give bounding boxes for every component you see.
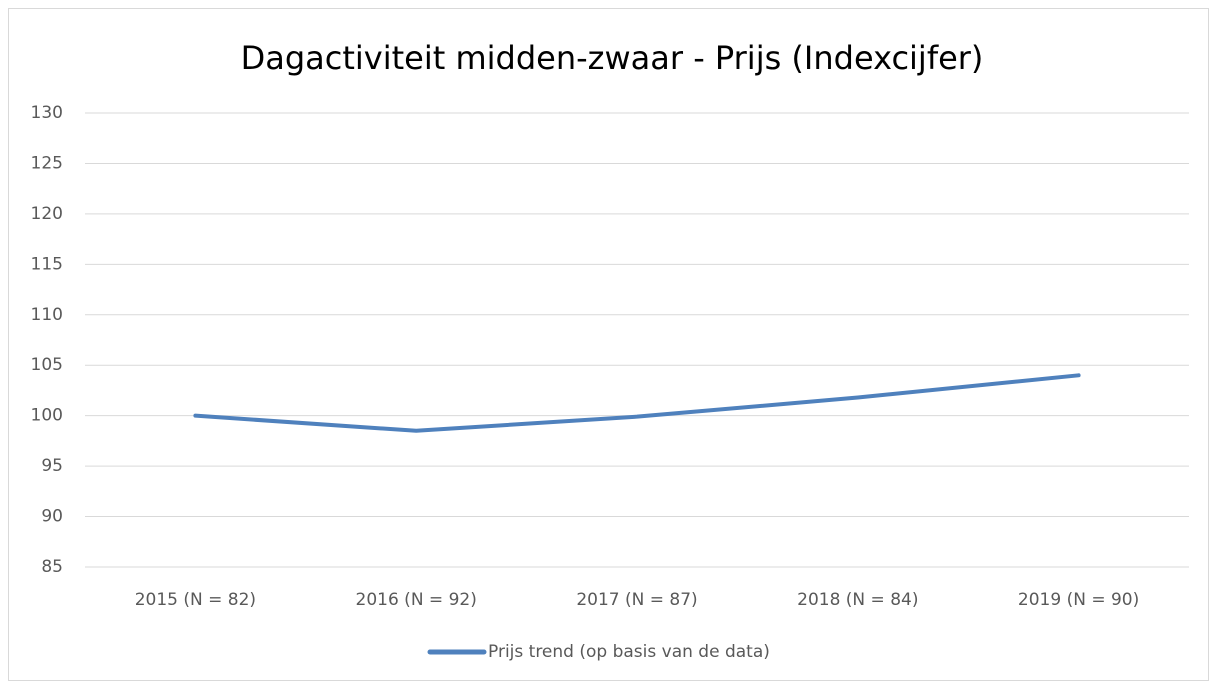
- y-tick-label: 95: [41, 456, 63, 476]
- y-tick-label: 125: [31, 153, 63, 173]
- y-tick-label: 115: [31, 254, 63, 274]
- chart-frame: [8, 8, 1209, 681]
- y-tick-label: 105: [31, 355, 63, 375]
- x-tick-label: 2018 (N = 84): [797, 590, 918, 610]
- y-tick-label: 130: [31, 103, 63, 123]
- chart-title: Dagactiviteit midden-zwaar - Prijs (Inde…: [241, 39, 984, 77]
- y-tick-label: 110: [31, 305, 63, 325]
- x-tick-label: 2017 (N = 87): [576, 590, 697, 610]
- y-tick-label: 100: [31, 406, 63, 426]
- x-tick-label: 2016 (N = 92): [356, 590, 477, 610]
- x-tick-label: 2015 (N = 82): [135, 590, 256, 610]
- y-tick-label: 120: [31, 204, 63, 224]
- x-tick-label: 2019 (N = 90): [1018, 590, 1139, 610]
- y-tick-label: 90: [41, 507, 63, 527]
- y-tick-label: 85: [41, 557, 63, 577]
- series-line: [193, 373, 1081, 433]
- legend-label: Prijs trend (op basis van de data): [488, 642, 770, 662]
